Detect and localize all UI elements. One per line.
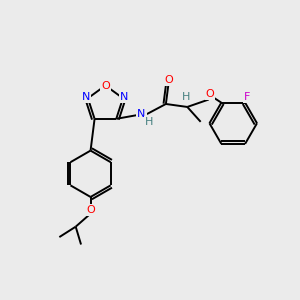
Text: O: O xyxy=(86,205,95,215)
Text: N: N xyxy=(137,109,146,119)
Text: N: N xyxy=(120,92,129,102)
Text: O: O xyxy=(164,75,172,85)
Text: F: F xyxy=(243,92,250,102)
Text: H: H xyxy=(182,92,190,101)
Text: O: O xyxy=(206,89,214,99)
Text: O: O xyxy=(101,80,110,91)
Text: N: N xyxy=(82,92,91,102)
Text: H: H xyxy=(145,117,153,127)
